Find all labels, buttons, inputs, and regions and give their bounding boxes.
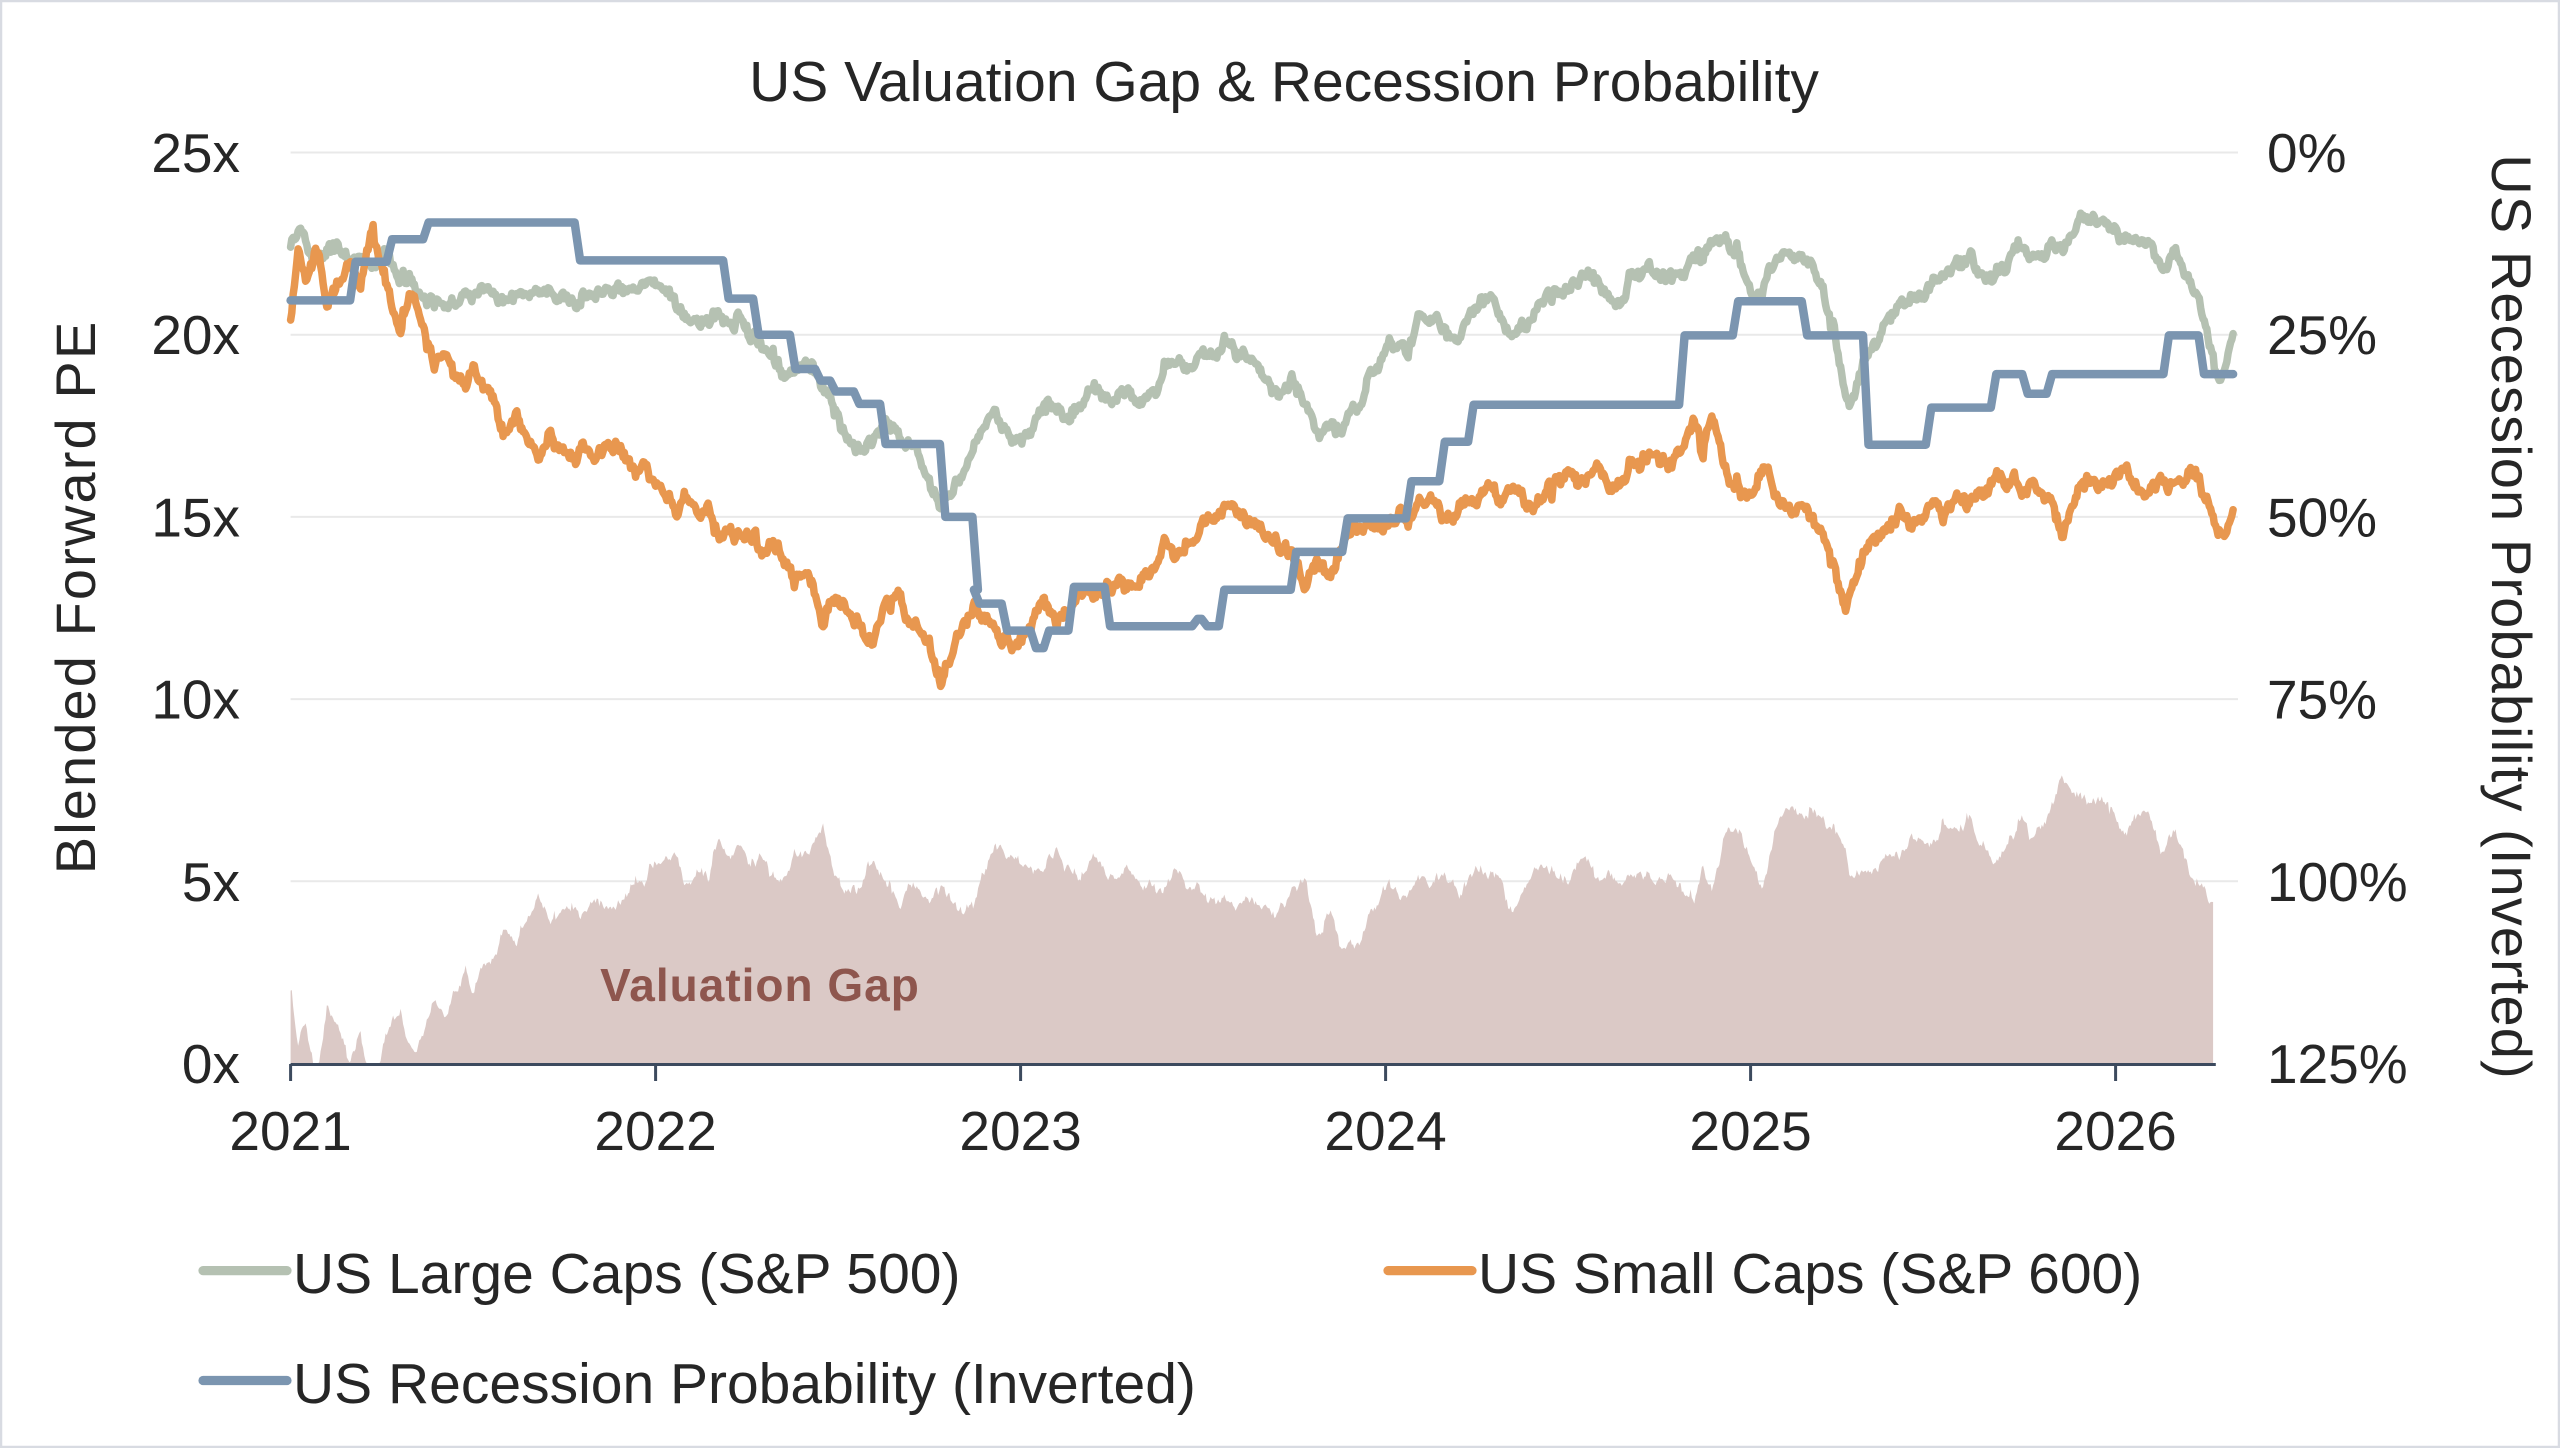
svg-text:US Recession Probability (Inve: US Recession Probability (Inverted) bbox=[2480, 154, 2543, 1080]
svg-text:100%: 100% bbox=[2267, 851, 2408, 913]
svg-text:Valuation Gap: Valuation Gap bbox=[600, 959, 920, 1011]
svg-text:50%: 50% bbox=[2267, 486, 2377, 548]
svg-text:2023: 2023 bbox=[959, 1100, 1081, 1162]
svg-text:2024: 2024 bbox=[1324, 1100, 1446, 1162]
svg-text:20x: 20x bbox=[151, 304, 240, 366]
svg-text:2021: 2021 bbox=[229, 1100, 351, 1162]
svg-text:0%: 0% bbox=[2267, 122, 2347, 184]
svg-text:5x: 5x bbox=[182, 851, 240, 913]
svg-text:US Small Caps (S&P 600): US Small Caps (S&P 600) bbox=[1478, 1242, 2142, 1306]
svg-text:US Recession Probability (Inve: US Recession Probability (Inverted) bbox=[293, 1352, 1196, 1416]
svg-text:Blended Forward PE: Blended Forward PE bbox=[44, 320, 107, 875]
svg-text:US Large Caps (S&P 500): US Large Caps (S&P 500) bbox=[293, 1242, 960, 1306]
svg-text:75%: 75% bbox=[2267, 669, 2377, 731]
svg-text:0x: 0x bbox=[182, 1033, 240, 1095]
svg-text:15x: 15x bbox=[151, 486, 240, 548]
svg-text:10x: 10x bbox=[151, 669, 240, 731]
svg-text:2025: 2025 bbox=[1689, 1100, 1811, 1162]
svg-text:2022: 2022 bbox=[594, 1100, 716, 1162]
svg-text:25x: 25x bbox=[151, 122, 240, 184]
svg-text:125%: 125% bbox=[2267, 1033, 2408, 1095]
svg-text:25%: 25% bbox=[2267, 304, 2377, 366]
svg-text:2026: 2026 bbox=[2054, 1100, 2176, 1162]
svg-text:US Valuation Gap & Recession P: US Valuation Gap & Recession Probability bbox=[749, 50, 1819, 114]
